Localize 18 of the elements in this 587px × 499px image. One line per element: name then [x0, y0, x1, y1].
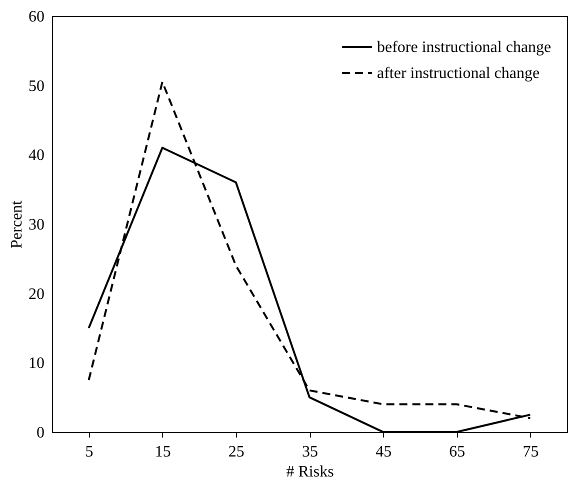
y-tick-label: 60 [28, 8, 44, 26]
x-tick-label: 35 [302, 444, 318, 460]
y-tick-label: 50 [28, 78, 44, 95]
y-tick-label: 30 [28, 216, 44, 234]
x-tick-label: 15 [154, 444, 171, 460]
x-tick-label: 75 [522, 444, 539, 460]
y-tick-label: 20 [28, 286, 44, 303]
y-tick-label: 40 [28, 147, 44, 164]
y-axis-title: Percent [8, 200, 26, 248]
legend-label: before instructional change [377, 39, 552, 56]
x-axis-title: # Risks [286, 464, 334, 480]
y-tick-label: 0 [36, 424, 44, 442]
legend-label: after instructional change [377, 65, 540, 82]
x-tick-label: 25 [228, 444, 244, 460]
x-tick-label: 5 [85, 444, 94, 460]
y-tick-label: 10 [28, 355, 44, 372]
x-tick-label: 45 [376, 444, 392, 460]
x-tick-label: 65 [449, 444, 466, 460]
